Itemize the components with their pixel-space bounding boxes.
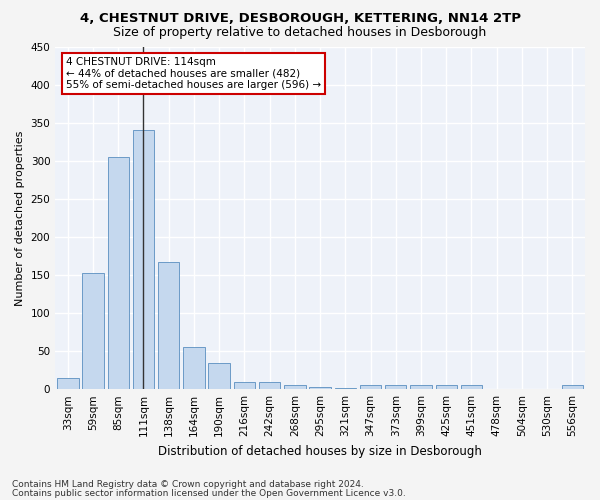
Text: 4, CHESTNUT DRIVE, DESBOROUGH, KETTERING, NN14 2TP: 4, CHESTNUT DRIVE, DESBOROUGH, KETTERING… (79, 12, 521, 26)
Bar (57, 378, 79, 389)
X-axis label: Distribution of detached houses by size in Desborough: Distribution of detached houses by size … (158, 444, 482, 458)
Bar (233, 382, 255, 389)
Bar (259, 382, 280, 389)
Bar (310, 387, 331, 389)
Bar (360, 386, 381, 389)
Text: 4 CHESTNUT DRIVE: 114sqm
← 44% of detached houses are smaller (482)
55% of semi-: 4 CHESTNUT DRIVE: 114sqm ← 44% of detach… (66, 57, 321, 90)
Y-axis label: Number of detached properties: Number of detached properties (15, 130, 25, 306)
Bar (82, 272, 104, 389)
Bar (385, 386, 406, 389)
Bar (158, 262, 179, 389)
Bar (208, 364, 230, 389)
Text: Contains public sector information licensed under the Open Government Licence v3: Contains public sector information licen… (12, 490, 406, 498)
Text: Size of property relative to detached houses in Desborough: Size of property relative to detached ho… (113, 26, 487, 39)
Bar (133, 130, 154, 389)
Bar (183, 346, 205, 389)
Bar (284, 384, 305, 389)
Bar (436, 386, 457, 389)
Bar (410, 386, 432, 389)
Bar (562, 386, 583, 389)
Bar (107, 157, 129, 389)
Text: Contains HM Land Registry data © Crown copyright and database right 2024.: Contains HM Land Registry data © Crown c… (12, 480, 364, 489)
Bar (335, 388, 356, 389)
Bar (461, 386, 482, 389)
